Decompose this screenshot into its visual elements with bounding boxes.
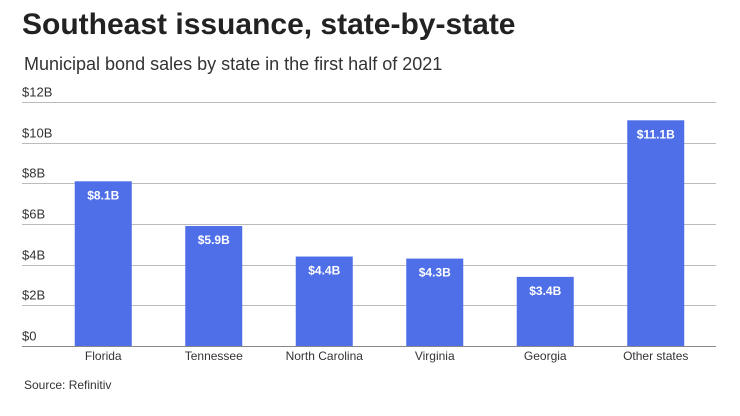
- gridlines: [22, 102, 716, 347]
- x-tick-label: Florida: [85, 349, 122, 363]
- y-tick-label: $4B: [22, 248, 45, 263]
- bar: [627, 120, 685, 346]
- x-tick-label: North Carolina: [286, 349, 364, 363]
- data-label: $4.4B: [308, 264, 340, 278]
- y-tick-label: $0: [22, 329, 36, 344]
- y-tick-label: $2B: [22, 288, 45, 303]
- x-axis-ticks: Florida Tennessee North Carolina Virginia Ge…: [85, 349, 689, 363]
- bar: [185, 226, 243, 346]
- y-tick-label: $12B: [22, 85, 52, 100]
- chart-subtitle: Municipal bond sales by state in the fir…: [24, 54, 443, 74]
- bars: $8.1B $5.9B $4.4B $4.3B $3.4B $11.1B: [74, 120, 685, 346]
- y-tick-label: $6B: [22, 207, 45, 222]
- data-label: $8.1B: [87, 188, 119, 202]
- data-label: $11.1B: [637, 127, 675, 141]
- x-tick-label: Tennessee: [185, 349, 243, 363]
- data-label: $3.4B: [529, 284, 561, 298]
- data-label: $5.9B: [198, 233, 230, 247]
- bar: [406, 258, 464, 346]
- x-tick-label: Georgia: [524, 349, 567, 363]
- x-tick-label: Virginia: [415, 349, 455, 363]
- bar: [516, 276, 574, 346]
- x-tick-label: Other states: [623, 349, 688, 363]
- y-tick-label: $8B: [22, 166, 45, 181]
- bar: [74, 181, 132, 346]
- chart-title: Southeast issuance, state-by-state: [22, 8, 516, 41]
- y-axis-ticks: $0 $2B $4B $6B $8B $10B $12B: [22, 85, 52, 344]
- y-tick-label: $10B: [22, 126, 52, 141]
- source-note: Source: Refinitiv: [24, 378, 112, 392]
- bar: [295, 256, 353, 346]
- data-label: $4.3B: [419, 266, 451, 280]
